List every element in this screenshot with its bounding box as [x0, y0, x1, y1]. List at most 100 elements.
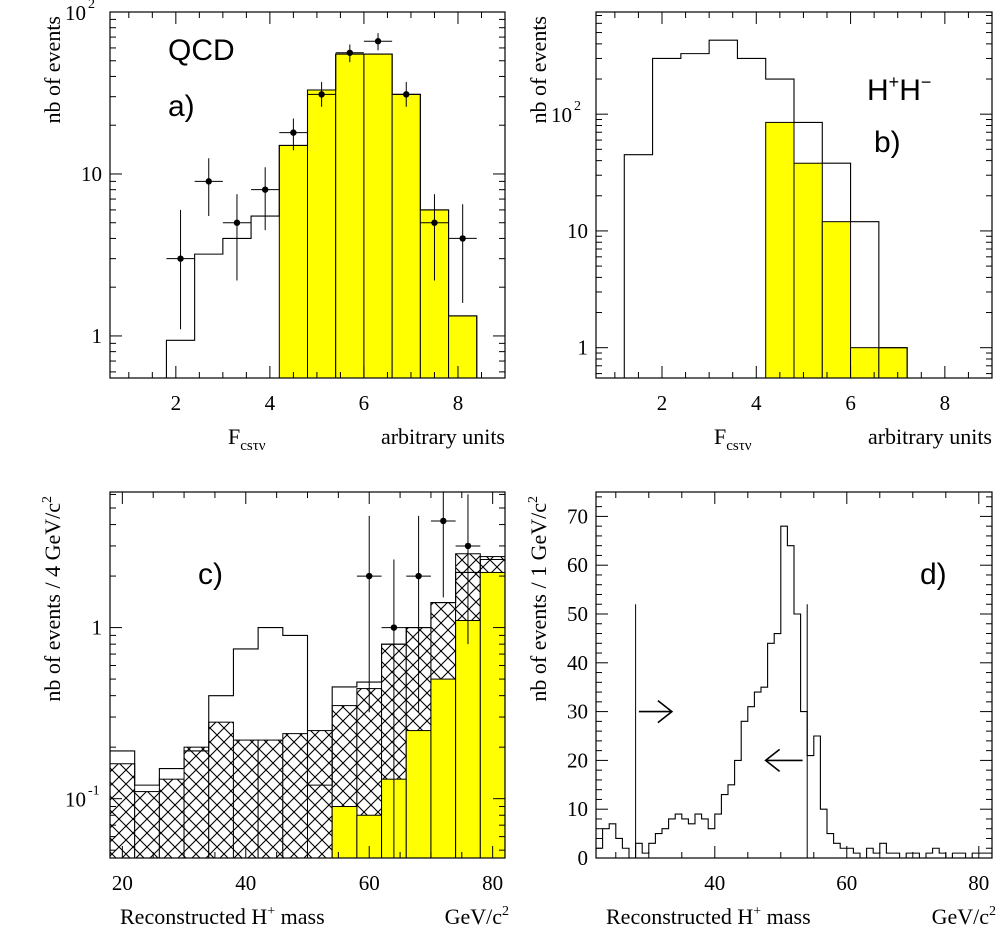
filled-bar: [278, 144, 308, 378]
data-marker: [290, 129, 297, 136]
filled-bar: [335, 53, 365, 378]
hatched-bar: [183, 746, 210, 858]
x-tick-label: 80: [482, 871, 503, 895]
y-axis-label-text: nb of events / 1 GeV/c: [526, 503, 551, 702]
filled-bar: [405, 730, 432, 858]
x-axis-label: Reconstructed H+ mass: [606, 904, 811, 929]
data-marker: [464, 542, 472, 550]
x-axis-label: Fcsτν: [714, 424, 752, 454]
panel-label: c): [198, 558, 223, 591]
x-axis-units-exponent: 2: [502, 904, 509, 919]
filled-bar: [821, 221, 852, 378]
x-tick-label: 4: [751, 391, 762, 415]
y-tick-label: 50: [567, 602, 588, 626]
y-tick-label: 1: [578, 336, 589, 360]
x-axis-units: arbitrary units: [381, 424, 505, 449]
hatched-bar: [110, 763, 136, 858]
y-axis-label: nb of events: [40, 16, 65, 124]
y-axis-label: nb of events: [526, 16, 551, 124]
x-axis-label-superscript: +: [753, 904, 761, 919]
plot-label-hh-part: +: [889, 72, 900, 92]
data-marker: [374, 38, 382, 45]
y-tick-label: 30: [567, 700, 588, 724]
panel-label: a): [168, 90, 195, 123]
x-tick-label: 40: [704, 871, 725, 895]
filled-bar: [878, 347, 908, 378]
y-tick-label: 1: [92, 324, 103, 348]
filled-bar: [307, 89, 337, 378]
data-marker: [233, 219, 241, 226]
data-marker: [403, 91, 410, 98]
filled-bar: [479, 571, 505, 858]
plot-frame: [595, 491, 993, 859]
x-tick-label: 60: [359, 871, 380, 895]
hatched-bar: [232, 739, 259, 858]
data-marker: [318, 91, 325, 98]
histogram-outline: [110, 558, 505, 858]
data-point: [307, 81, 336, 107]
plot-area-a: [165, 33, 478, 378]
hatched-bar: [158, 778, 185, 858]
data-point: [335, 44, 364, 63]
x-tick-label: 60: [836, 871, 857, 895]
arrow-head: [764, 748, 781, 773]
x-axis-units-exponent: 2: [989, 904, 996, 919]
data-marker: [177, 255, 184, 262]
filled-bar: [793, 162, 823, 378]
filled-bar: [455, 619, 481, 858]
data-point: [381, 559, 407, 858]
data-marker: [415, 572, 422, 580]
histogram-outline: [165, 53, 478, 378]
plot-frame: [109, 11, 506, 379]
plot-label-hh-part: H: [899, 74, 921, 107]
histogram-outline: [623, 39, 908, 378]
x-tick-label: 80: [968, 871, 989, 895]
data-marker: [459, 235, 466, 242]
x-tick-label: 40: [235, 871, 256, 895]
filled-bar: [363, 53, 393, 378]
x-axis-label: Reconstructed H+ mass: [120, 904, 325, 929]
x-tick-label: 20: [112, 871, 133, 895]
x-axis-label-text: Reconstructed H: [120, 904, 267, 929]
filled-bar: [331, 805, 358, 858]
x-axis-label-superscript: +: [267, 904, 275, 919]
plot-label-hh-part: H: [867, 74, 889, 107]
cut-arrow: [764, 748, 803, 773]
x-axis-label-subscript: csτν: [726, 438, 752, 454]
y-tick-label: 1: [92, 616, 103, 640]
x-tick-label: 2: [171, 391, 182, 415]
y-axis-label: nb of events / 4 GeV/c2: [40, 496, 65, 702]
cut-arrow: [638, 699, 674, 724]
data-point: [420, 194, 449, 281]
data-marker: [366, 572, 373, 580]
x-axis-units: arbitrary units: [868, 424, 992, 449]
x-tick-label: 6: [359, 391, 370, 415]
hatched-bar: [134, 791, 160, 858]
hatched-bar: [208, 721, 234, 858]
y-tick-label: 0: [578, 846, 589, 870]
plot-label-hh-part: −: [921, 72, 932, 92]
data-point: [251, 167, 280, 231]
data-point: [356, 515, 382, 713]
y-axis-label-text: nb of events / 4 GeV/c: [40, 503, 65, 702]
plot-area-c: [110, 492, 505, 858]
data-point: [166, 209, 195, 330]
x-axis-label-subscript: csτν: [240, 438, 266, 454]
plot-label-hh: H+H−: [867, 72, 931, 107]
data-marker: [431, 219, 438, 226]
filled-bar: [430, 678, 457, 858]
y-axis-label-exponent: 2: [40, 496, 55, 503]
data-marker: [346, 49, 354, 56]
data-point: [406, 515, 431, 713]
x-axis-units: GeV/c2: [445, 904, 509, 929]
data-marker: [261, 186, 269, 193]
plot-frame: [595, 11, 993, 379]
data-point: [448, 204, 477, 303]
y-tick-label: 10: [551, 103, 572, 127]
hatched-bar: [307, 730, 333, 858]
data-point: [392, 81, 421, 107]
x-tick-label: 4: [265, 391, 276, 415]
plot-area-b: [623, 39, 908, 378]
